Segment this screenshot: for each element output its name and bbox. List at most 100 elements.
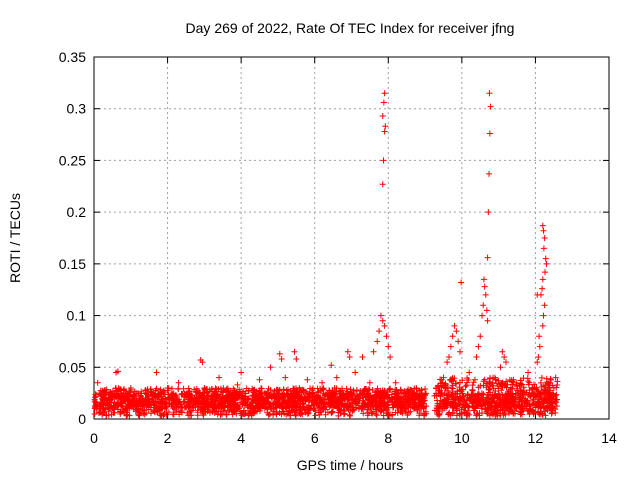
y-tick-label: 0.3 [67,101,87,117]
scatter-point [486,386,493,393]
scatter-point [234,381,241,388]
scatter-point [360,393,367,400]
scatter-point [328,410,335,417]
scatter-point [119,402,126,409]
scatter-point [282,374,289,381]
scatter-point [325,396,332,403]
scatter-point [534,359,541,366]
scatter-point [223,411,230,418]
scatter-point [449,375,456,382]
scatter-point [409,396,416,403]
scatter-point [185,400,192,407]
x-tick-label: 10 [454,430,470,446]
scatter-point [183,392,190,399]
scatter-point [380,412,387,419]
scatter-point [189,404,196,411]
scatter-point [392,409,399,416]
scatter-point [525,369,532,376]
scatter-point [462,383,469,390]
scatter-point [364,412,371,419]
scatter-point [217,412,224,419]
scatter-point [517,377,524,384]
scatter-point [438,384,445,391]
scatter-point [392,379,399,386]
scatter-point [535,398,542,405]
scatter-point [240,388,247,395]
scatter-point [507,388,514,395]
scatter-point [191,399,198,406]
grid-lines [94,57,609,419]
scatter-point [175,385,182,392]
scatter-point [483,384,490,391]
scatter-point [440,374,447,381]
scatter-point [503,378,510,385]
scatter-point [478,391,485,398]
scatter-point [480,396,487,403]
scatter-point [139,402,146,409]
scatter-point [164,384,171,391]
scatter-point [341,396,348,403]
scatter-point [488,396,495,403]
scatter-point [379,112,386,119]
scatter-point [99,410,106,417]
axis-ticks [93,56,610,420]
scatter-point [143,390,150,397]
scatter-point [491,374,498,381]
scatter-point [129,402,136,409]
scatter-point [463,382,470,389]
scatter-point [359,353,366,360]
scatter-point [387,385,394,392]
scatter-point [367,403,374,410]
scatter-point [390,404,397,411]
scatter-point [531,381,538,388]
scatter-point [315,403,322,410]
scatter-point [203,389,210,396]
y-axis-label: ROTI / TECUs [7,193,23,283]
scatter-point [130,392,137,399]
scatter-point [245,395,252,402]
scatter-point [102,404,109,411]
x-tick-label: 6 [311,430,319,446]
scatter-point [416,387,423,394]
scatter-point [307,405,314,412]
scatter-point [209,394,216,401]
scatter-point [153,385,160,392]
scatter-point [518,408,525,415]
scatter-point [160,391,167,398]
scatter-point [481,283,488,290]
scatter-point [441,397,448,404]
scatter-point [479,312,486,319]
scatter-point [536,343,543,350]
scatter-point [120,397,127,404]
scatter-point [163,399,170,406]
scatter-point [199,359,206,366]
scatter-point [282,397,289,404]
scatter-point [309,385,316,392]
scatter-point [245,388,252,395]
scatter-point [484,254,491,261]
scatter-point [379,397,386,404]
scatter-point [352,369,359,376]
scatter-point [263,394,270,401]
scatter-point [284,386,291,393]
scatter-point [433,384,440,391]
scatter-point [333,385,340,392]
scatter-point [539,389,546,396]
scatter-point [539,399,546,406]
scatter-point [486,130,493,137]
scatter-point [457,348,464,355]
scatter-point [201,384,208,391]
scatter-point [370,348,377,355]
scatter-point [297,396,304,403]
scatter-point [539,222,546,229]
scatter-point [503,397,510,404]
scatter-point [265,385,272,392]
scatter-point [192,388,199,395]
scatter-point [486,90,493,97]
scatter-point [298,410,305,417]
scatter-point [376,328,383,335]
scatter-point [497,364,504,371]
scatter-point [541,269,548,276]
scatter-point [216,374,223,381]
scatter-point [546,398,553,405]
